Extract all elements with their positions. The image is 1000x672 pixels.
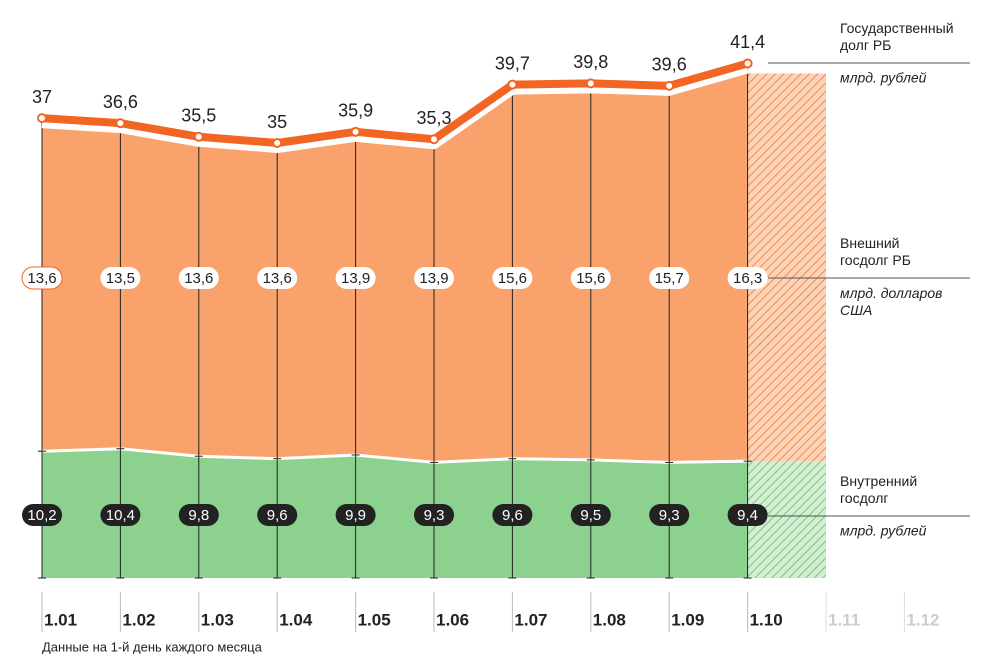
x-tick-label: 1.06 (436, 610, 469, 629)
legend-unit: млрд. рублей (840, 523, 927, 539)
pill-bg (570, 267, 611, 289)
pill-bg (21, 266, 63, 290)
pill-bg (100, 504, 141, 526)
x-tick-label: 1.05 (358, 610, 391, 629)
internal-label: 9,4 (737, 507, 758, 524)
external-label: 15,6 (498, 270, 527, 287)
pill-bg (414, 504, 454, 526)
total-line (41, 59, 749, 147)
point (742, 58, 753, 69)
internal-label: 9,6 (502, 507, 523, 524)
pill-bg (335, 504, 376, 526)
x-tick-label: 1.04 (279, 610, 313, 629)
internal-label: 9,5 (580, 507, 601, 524)
external-label: 13,6 (263, 270, 292, 287)
point (585, 78, 596, 89)
pill-bg (22, 504, 62, 526)
pill-bg (335, 267, 376, 289)
internal-label: 9,3 (659, 507, 680, 524)
pill-bg (570, 504, 611, 526)
x-tick-label: 1.09 (671, 610, 704, 629)
pill-bg (649, 267, 690, 289)
external-label: 13,6 (184, 270, 213, 287)
total-label: 35,9 (338, 101, 373, 121)
pill-bg (100, 267, 141, 289)
pill-bg (257, 267, 298, 289)
total-label: 35 (267, 112, 287, 132)
pill-bg (178, 267, 219, 289)
internal-label: 10,4 (106, 507, 135, 524)
internal-boundary (41, 447, 748, 464)
pill-bg (727, 267, 768, 289)
legend-name: Государственный долг РБ (840, 20, 954, 53)
pill-bg (649, 504, 690, 526)
pill-bg (257, 504, 298, 526)
point (115, 118, 126, 129)
total-label: 41,4 (730, 32, 765, 52)
external-area (42, 63, 748, 463)
x-tick-label: 1.07 (514, 610, 547, 629)
total-label: 39,6 (652, 55, 687, 75)
point (664, 80, 675, 91)
hatch-external (747, 73, 826, 462)
internal-area (42, 448, 748, 578)
external-label: 13,9 (419, 270, 448, 287)
external-label: 15,7 (655, 270, 684, 287)
total-label: 37 (32, 87, 52, 107)
internal-label: 10,2 (27, 507, 56, 524)
external-label: 15,6 (576, 270, 605, 287)
internal-label: 9,3 (424, 507, 445, 524)
pill-bg (492, 267, 533, 289)
x-tick-label: 1.01 (44, 610, 77, 629)
x-tick-label: 1.10 (750, 610, 783, 629)
x-tick-label: 1.11 (828, 610, 860, 629)
x-tick-label: 1.08 (593, 610, 626, 629)
external-label: 13,9 (341, 270, 370, 287)
pill-bg (492, 504, 533, 526)
point (193, 131, 204, 142)
x-tick-label: 1.02 (122, 610, 155, 629)
point (272, 138, 283, 148)
x-tick-label: 1.03 (201, 610, 234, 629)
point (429, 134, 439, 145)
external-label: 16,3 (733, 270, 762, 287)
legend-unit: млрд. долларов США (840, 285, 942, 318)
internal-label: 9,8 (188, 507, 209, 524)
line-shadow (41, 63, 749, 153)
point (37, 113, 47, 124)
point (507, 79, 518, 90)
internal-label: 9,9 (345, 507, 366, 524)
total-label: 35,5 (181, 106, 216, 126)
x-tick-label: 1.12 (906, 610, 939, 629)
legend-unit: млрд. рублей (840, 70, 927, 86)
pill-bg (414, 267, 454, 289)
total-label: 39,7 (495, 53, 530, 73)
pill-bg (178, 504, 219, 526)
external-label: 13,5 (106, 270, 135, 287)
external-label: 13,6 (27, 270, 56, 287)
internal-label: 9,6 (267, 507, 288, 524)
total-label: 35,3 (416, 108, 451, 128)
pill-bg (727, 504, 768, 526)
total-label: 39,8 (573, 52, 608, 72)
note: Данные на 1-й день каждого месяца (42, 639, 263, 654)
total-label: 36,6 (103, 92, 138, 112)
legend-name: Внутренний госдолг (840, 473, 917, 506)
point (350, 126, 361, 137)
legend-name: Внешний госдолг РБ (840, 235, 911, 268)
